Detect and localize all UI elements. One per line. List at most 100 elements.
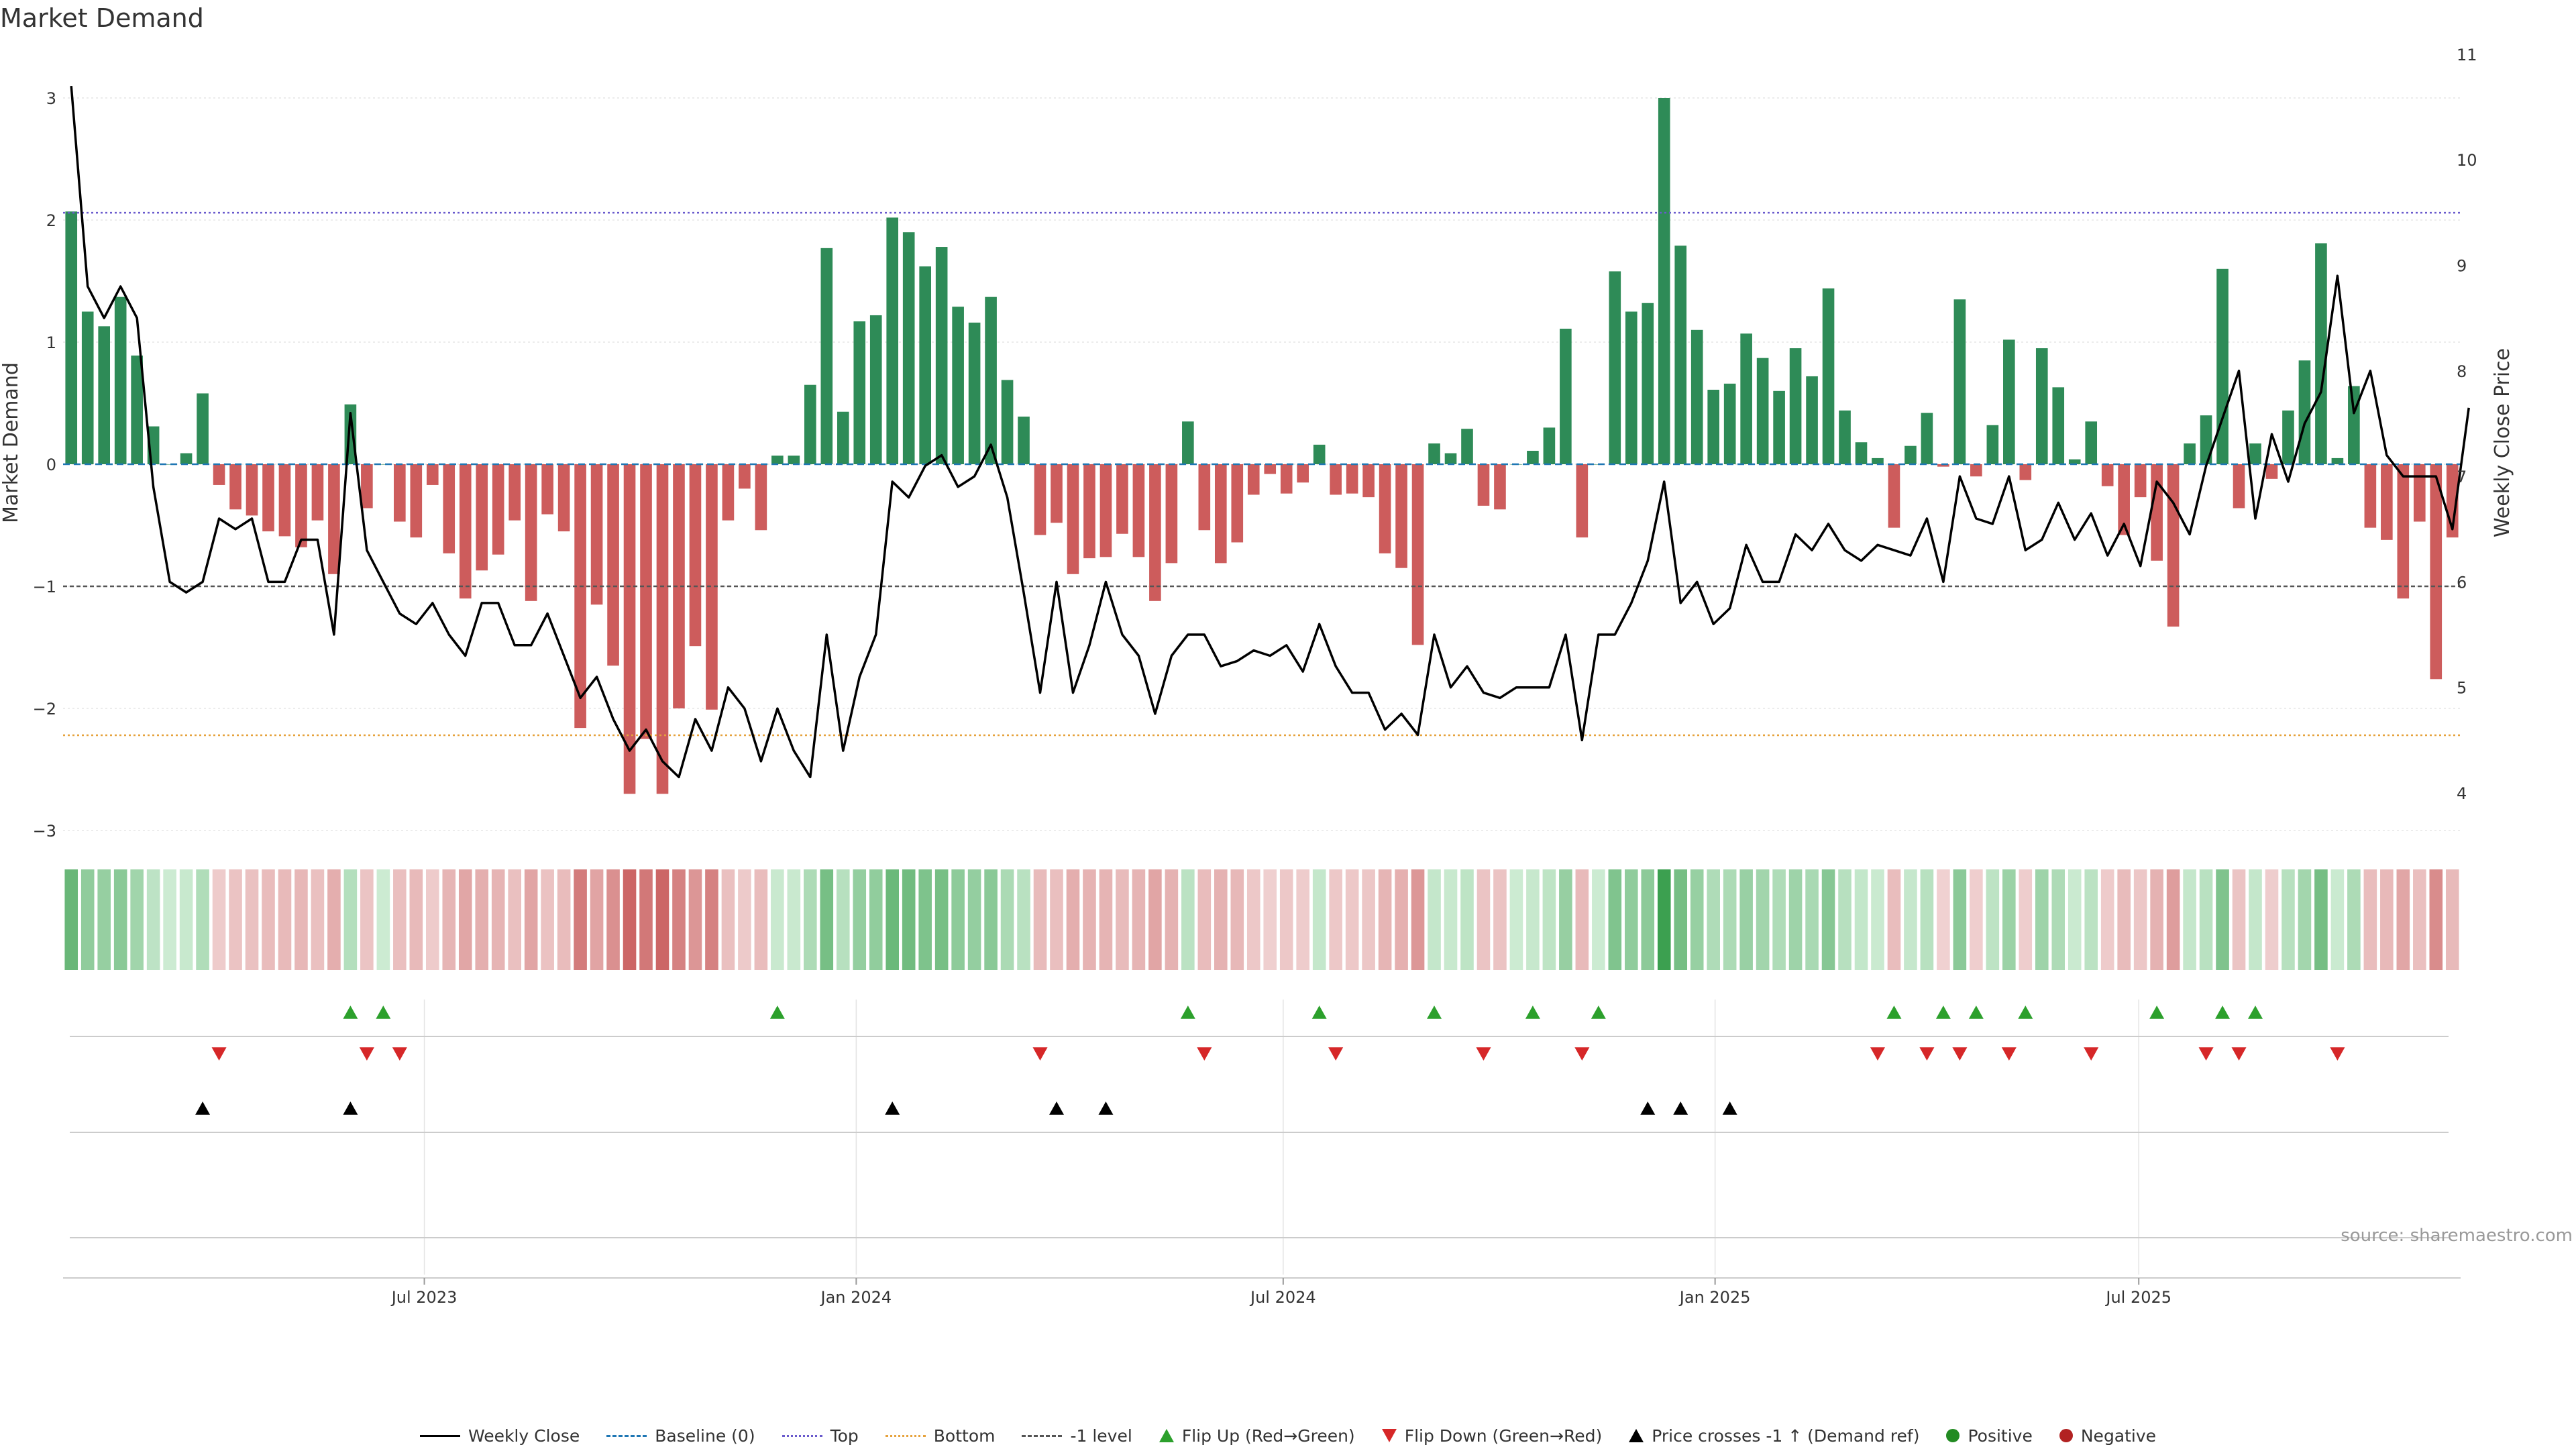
demand-bar bbox=[1182, 421, 1194, 464]
demand-bar bbox=[1560, 328, 1572, 464]
demand-bar bbox=[2085, 421, 2098, 464]
flip-down-marker bbox=[2330, 1047, 2345, 1061]
demand-bar bbox=[1986, 425, 1999, 464]
demand-bar bbox=[2216, 268, 2229, 464]
heat-cell bbox=[1624, 869, 1638, 970]
y-tick-label: 3 bbox=[46, 89, 56, 108]
demand-bar bbox=[1658, 98, 1670, 464]
flip-up-marker bbox=[1180, 1006, 1195, 1019]
y2-tick-label: 10 bbox=[2457, 151, 2477, 170]
demand-bar bbox=[1839, 410, 1851, 464]
demand-bar bbox=[1067, 464, 1079, 574]
heat-cell bbox=[1312, 869, 1326, 970]
demand-bar bbox=[1888, 464, 1900, 528]
demand-bar bbox=[1723, 383, 1736, 464]
demand-bar bbox=[426, 464, 439, 485]
demand-bar bbox=[1543, 427, 1556, 464]
price-cross-marker bbox=[343, 1102, 358, 1115]
heat-cell bbox=[1986, 869, 2000, 970]
heat-cell bbox=[1920, 869, 1934, 970]
flip-down-marker bbox=[2231, 1047, 2247, 1061]
heat-cell bbox=[1000, 869, 1014, 970]
heat-cell bbox=[1526, 869, 1540, 970]
y2-axis-label: Weekly Close Price bbox=[2491, 348, 2514, 537]
demand-bar bbox=[1051, 464, 1063, 523]
demand-bar bbox=[853, 321, 866, 464]
heat-cell bbox=[1493, 869, 1507, 970]
heat-cell bbox=[425, 869, 439, 970]
demand-bar bbox=[1330, 464, 1342, 495]
demand-bar bbox=[1494, 464, 1506, 510]
y2-tick-label: 6 bbox=[2457, 573, 2467, 592]
legend-item-top: Top bbox=[782, 1426, 859, 1446]
price-line bbox=[70, 85, 2470, 779]
demand-bar bbox=[1411, 464, 1424, 645]
heat-cell bbox=[1362, 869, 1375, 970]
heat-cell bbox=[80, 869, 95, 970]
heat-cell bbox=[2413, 869, 2426, 970]
demand-bar bbox=[673, 464, 685, 708]
demand-bar bbox=[131, 356, 143, 464]
demand-bar bbox=[1362, 464, 1375, 498]
heat-cell bbox=[672, 869, 686, 970]
demand-bar bbox=[295, 464, 307, 547]
heat-cell bbox=[804, 869, 817, 970]
legend-item-weekly-close: Weekly Close bbox=[419, 1426, 580, 1446]
heat-cell bbox=[1099, 869, 1113, 970]
heat-cell bbox=[2100, 869, 2114, 970]
heat-cell bbox=[1066, 869, 1080, 970]
demand-bar bbox=[1576, 464, 1589, 538]
demand-bar bbox=[1313, 444, 1326, 464]
demand-bar bbox=[2298, 360, 2311, 464]
demand-bar bbox=[1264, 464, 1277, 474]
flip-up-marker bbox=[769, 1006, 785, 1019]
heat-cell bbox=[1904, 869, 1917, 970]
heat-cell bbox=[294, 869, 308, 970]
heat-cell bbox=[1050, 869, 1063, 970]
heat-cell bbox=[1116, 869, 1129, 970]
heat-cell bbox=[130, 869, 144, 970]
y-tick-label: −3 bbox=[33, 822, 56, 841]
demand-bar bbox=[886, 217, 899, 464]
heat-cell bbox=[1263, 869, 1277, 970]
demand-bar bbox=[443, 464, 455, 553]
heat-cell bbox=[967, 869, 981, 970]
heat-cell bbox=[574, 869, 587, 970]
reference-lines bbox=[63, 211, 2461, 737]
demand-bar bbox=[98, 326, 111, 464]
heat-cell bbox=[146, 869, 160, 970]
x-tick-label: Jan 2024 bbox=[820, 1288, 892, 1307]
heat-cell bbox=[163, 869, 176, 970]
heat-cell bbox=[1395, 869, 1408, 970]
heat-cell bbox=[262, 869, 275, 970]
heat-cell bbox=[1641, 869, 1655, 970]
heat-cell bbox=[1772, 869, 1786, 970]
demand-bar bbox=[739, 464, 751, 489]
demand-bar bbox=[1018, 417, 1030, 464]
demand-bar bbox=[492, 464, 504, 555]
legend-item-flip-down: Flip Down (Green→Red) bbox=[1381, 1426, 1602, 1446]
legend-item-flip-up: Flip Up (Red→Green) bbox=[1159, 1426, 1355, 1446]
y-tick-label: −2 bbox=[33, 700, 56, 718]
flip-down-marker bbox=[211, 1047, 227, 1061]
demand-bar bbox=[1428, 443, 1440, 464]
legend-dashed-line-icon bbox=[1022, 1434, 1063, 1437]
heat-cell bbox=[1444, 869, 1458, 970]
demand-bar bbox=[246, 464, 258, 516]
y-tick-label: −1 bbox=[33, 578, 56, 596]
heat-cell bbox=[639, 869, 653, 970]
legend-label: Flip Up (Red→Green) bbox=[1181, 1426, 1355, 1446]
flip-up-marker bbox=[2215, 1006, 2231, 1019]
heat-cell bbox=[2166, 869, 2180, 970]
demand-bar bbox=[2381, 464, 2393, 540]
heat-cell bbox=[934, 869, 949, 970]
demand-bar bbox=[197, 393, 209, 464]
demand-bar bbox=[755, 464, 767, 531]
demand-bar bbox=[1970, 464, 1982, 477]
demand-bars bbox=[65, 98, 2459, 794]
demand-bar bbox=[311, 464, 324, 521]
demand-bar bbox=[1280, 464, 1293, 494]
heat-cell bbox=[409, 869, 423, 970]
flip-down-marker bbox=[2198, 1047, 2214, 1061]
demand-bar bbox=[1477, 464, 1490, 506]
